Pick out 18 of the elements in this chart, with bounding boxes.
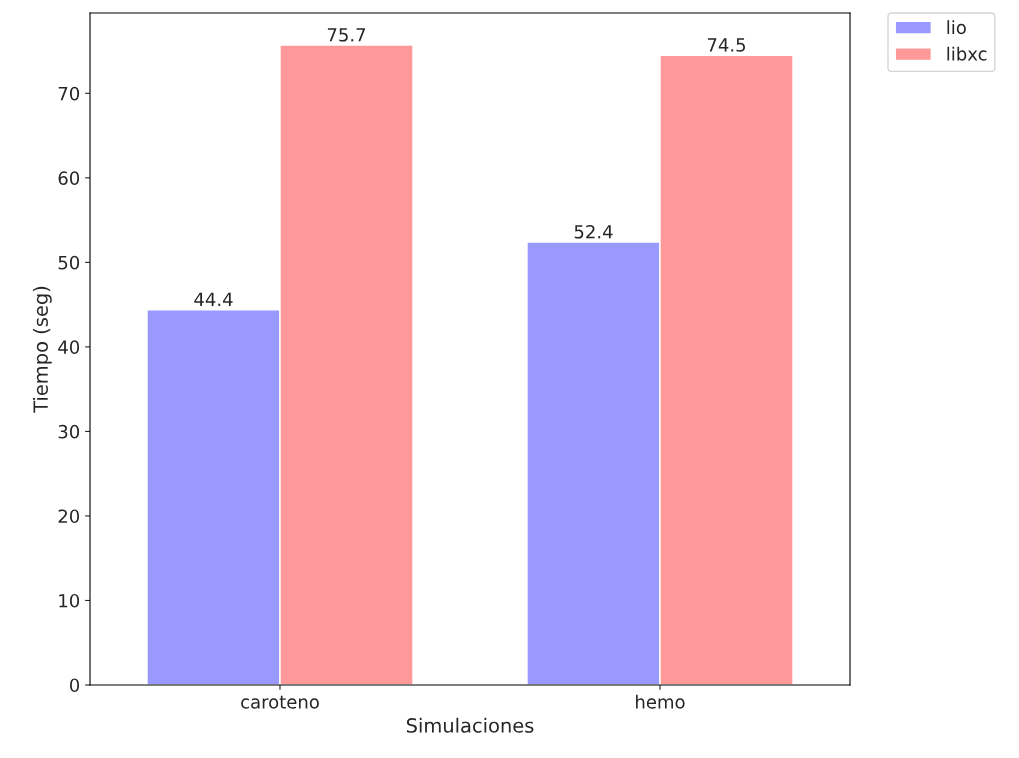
data-label: 74.5 xyxy=(707,38,746,52)
y-tick-label: 60 xyxy=(58,171,80,185)
y-tick-label: 0 xyxy=(69,678,80,693)
x-tick-label: hemo xyxy=(636,694,685,709)
data-label: 75.7 xyxy=(327,28,366,42)
y-tick-label: 70 xyxy=(58,86,80,101)
y-tick-label: 30 xyxy=(58,424,80,439)
x-axis-title: Simulaciones xyxy=(406,717,534,733)
y-tick-label: 50 xyxy=(58,255,80,270)
y-tick-label: 10 xyxy=(59,593,80,608)
y-tick-label: 20 xyxy=(58,509,80,524)
data-label: 44.4 xyxy=(194,292,233,306)
x-tick-label: caroteno xyxy=(241,695,319,709)
y-axis-title: Tiempo (seg) xyxy=(32,286,52,413)
y-tick-label: 40 xyxy=(58,340,80,354)
legend-label: lio xyxy=(947,20,966,35)
data-label: 52.4 xyxy=(574,224,613,239)
legend-label: libxc xyxy=(947,46,987,61)
